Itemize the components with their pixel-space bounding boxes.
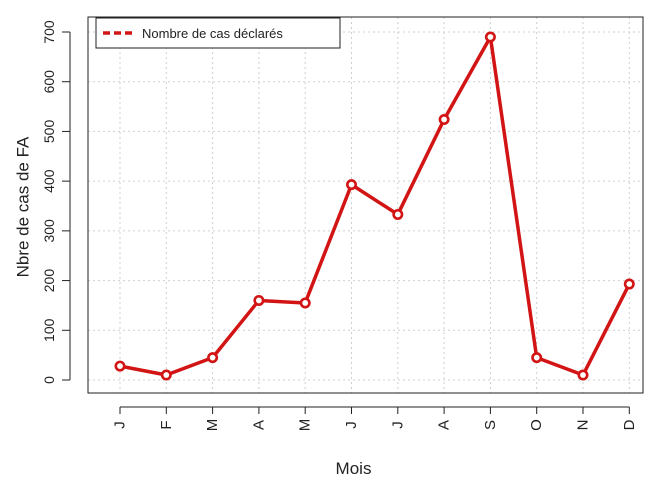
data-point (392, 208, 404, 220)
x-tick-label: J (389, 421, 406, 429)
data-point (438, 113, 450, 125)
x-tick-label: N (575, 420, 592, 431)
axes: 0 100 200 300 400 500 600 700 J F M A M J J A S O N D (41, 20, 638, 431)
data-point (160, 369, 172, 381)
data-point (207, 352, 219, 364)
x-tick-label: S (482, 420, 499, 430)
data-point (253, 294, 265, 306)
x-tick-label: A (436, 420, 453, 430)
legend-box (95, 17, 341, 49)
series-layer (114, 31, 635, 381)
plot-area-border (87, 16, 644, 394)
data-point (531, 352, 543, 364)
legend-label: Nombre de cas déclarés (142, 26, 283, 41)
y-axis-title: Nbre de cas de FA (14, 136, 33, 277)
y-tick-label: 500 (41, 120, 57, 144)
grid-lines (88, 17, 643, 393)
data-point (299, 297, 311, 309)
y-tick-label: 0 (41, 376, 57, 384)
x-tick-label: A (250, 420, 267, 430)
x-tick-label: O (528, 419, 545, 431)
data-point (623, 278, 635, 290)
y-tick-label: 400 (41, 169, 57, 193)
data-point (345, 179, 357, 191)
series-line (119, 35, 631, 377)
x-axis-title: Mois (336, 459, 372, 478)
y-tick-label: 100 (41, 318, 57, 342)
x-tick-label: D (621, 419, 638, 430)
x-tick-label: J (343, 421, 360, 429)
data-point (114, 360, 126, 372)
x-tick-label: M (204, 419, 221, 432)
y-tick-label: 300 (41, 219, 57, 243)
x-tick-label: M (297, 419, 314, 432)
x-tick-label: J (112, 421, 129, 429)
y-tick-label: 600 (41, 70, 57, 94)
x-tick-label: F (158, 420, 175, 429)
y-tick-label: 200 (41, 269, 57, 293)
y-tick-label: 700 (41, 20, 57, 44)
data-point (484, 31, 496, 43)
data-point (577, 369, 589, 381)
legend: Nombre de cas déclarés (95, 17, 341, 49)
